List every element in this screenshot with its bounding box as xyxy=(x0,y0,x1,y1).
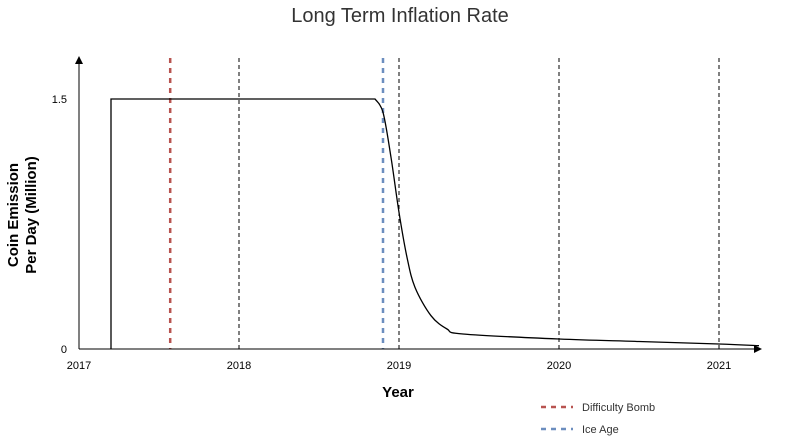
chart-title: Long Term Inflation Rate xyxy=(291,5,509,27)
y-tick-label: 1.5 xyxy=(52,94,67,106)
y-axis-label-line-2: Per Day (Million) xyxy=(23,156,40,274)
legend-label: Ice Age xyxy=(582,424,619,436)
x-tick-label: 2019 xyxy=(387,360,411,372)
x-tick-label: 2018 xyxy=(227,360,251,372)
x-axis-label: Year xyxy=(382,384,414,401)
x-tick-label: 2020 xyxy=(547,360,571,372)
x-tick-label: 2017 xyxy=(67,360,91,372)
y-tick-label: 0 xyxy=(61,344,67,356)
legend-label: Difficulty Bomb xyxy=(582,402,655,414)
y-axis-label-line-1: Coin Emission xyxy=(5,163,22,267)
x-tick-label: 2021 xyxy=(707,360,731,372)
emission-series-line xyxy=(110,98,760,349)
